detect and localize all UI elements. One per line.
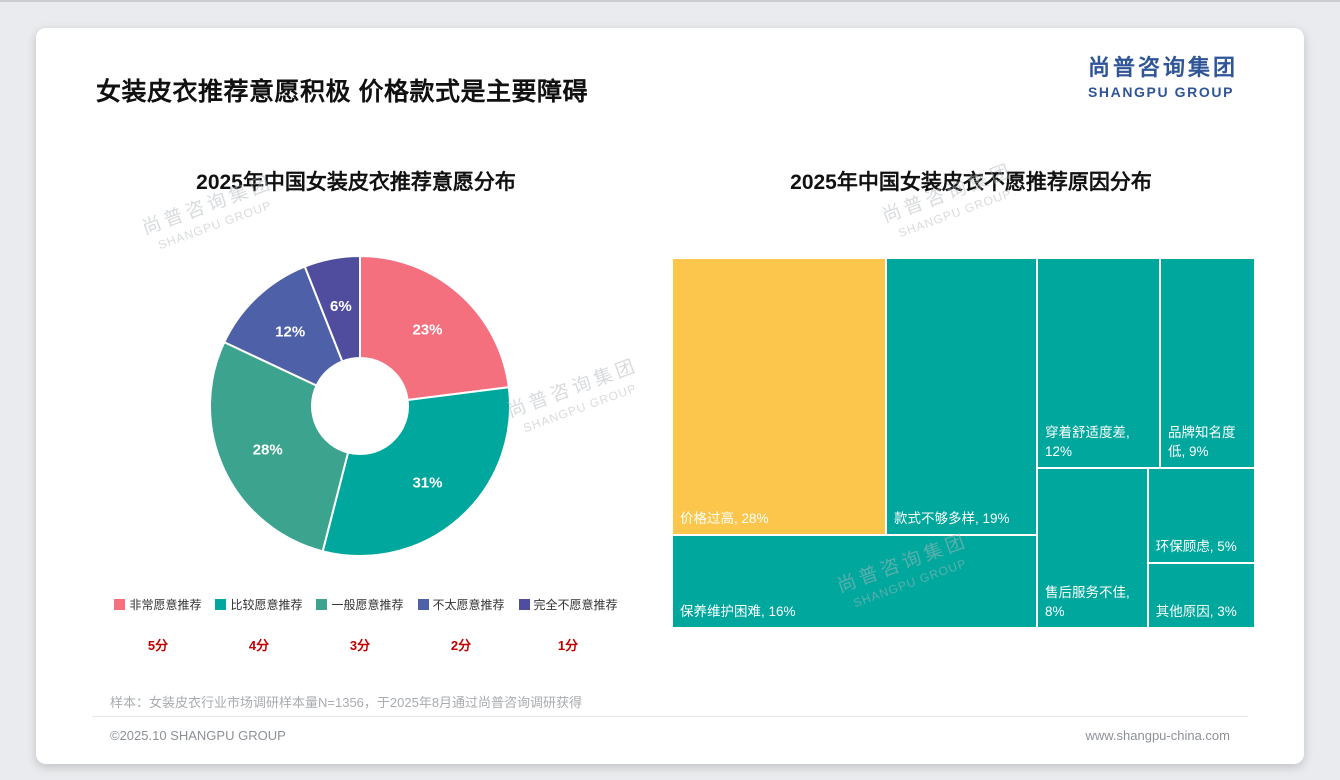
legend-label: 比较愿意推荐 [230, 598, 303, 612]
footer-copyright: ©2025.10 SHANGPU GROUP [110, 728, 286, 743]
legend-swatch [114, 599, 126, 610]
donut-chart: 23% 31% 28% 12% 6% [209, 254, 511, 557]
treemap-cell: 其他原因, 3% [1147, 563, 1255, 628]
footer-website: www.shangpu-china.com [1085, 728, 1230, 743]
legend-label: 完全不愿意推荐 [533, 598, 618, 612]
donut-legend: 非常愿意推荐 5分 比较愿意推荐 4分 一般愿意推荐 3分 不太愿意推荐 2分 完全不愿意推荐 1… [66, 596, 666, 654]
donut-slice [321, 386, 511, 557]
page-title: 女装皮衣推荐意愿积极 价格款式是主要障碍 [96, 78, 588, 106]
legend-swatch [417, 599, 429, 610]
page-top-edge [0, 0, 1340, 2]
legend-score: 1分 [557, 638, 579, 653]
treemap-cell: 款式不够多样, 19% [885, 258, 1037, 536]
donut-slice-value: 31% [412, 475, 442, 492]
treemap-cell: 穿着舒适度差, 12% [1036, 258, 1160, 469]
legend-item: 不太愿意推荐 2分 [417, 596, 505, 654]
donut-chart-title: 2025年中国女装皮衣推荐意愿分布 [196, 171, 516, 194]
donut-slice-value: 6% [330, 298, 352, 315]
legend-score: 2分 [450, 638, 472, 653]
treemap-cell: 环保顾虑, 5% [1147, 468, 1255, 564]
legend-label: 一般愿意推荐 [331, 598, 404, 612]
legend-score: 4分 [248, 638, 270, 653]
logo-en-text: SHANGPU GROUP [1087, 84, 1235, 100]
donut-slice [222, 265, 344, 387]
treemap-cell-label: 价格过高, 28% [680, 511, 769, 527]
legend-label: 非常愿意推荐 [129, 598, 202, 612]
donut-slice [209, 340, 350, 553]
donut-slice [303, 254, 361, 363]
slide-card: 尚普咨询集团 SHANGPU GROUP 尚普咨询集团 SHANGPU GROU… [36, 28, 1304, 764]
donut-slice-value: 23% [412, 321, 442, 338]
watermark-cn: 尚普咨询集团 [504, 355, 642, 423]
treemap-cell: 品牌知名度低, 9% [1159, 258, 1255, 469]
treemap-cell-label: 穿着舒适度差, 12% [1044, 425, 1130, 460]
treemap-cell-label: 款式不够多样, 19% [893, 511, 1010, 527]
legend-swatch [316, 599, 328, 610]
treemap-chart: 价格过高, 28% 款式不够多样, 19% 保养维护困难, 16% 穿着舒适度差, 1… [672, 258, 1255, 628]
sample-footnote: 样本：女装皮衣行业市场调研样本量N=1356，于2025年8月通过尚普咨询调研获… [110, 695, 583, 710]
legend-swatch [518, 599, 530, 610]
treemap-cell-label: 保养维护困难, 16% [680, 604, 796, 620]
legend-item: 比较愿意推荐 4分 [215, 596, 302, 654]
treemap-chart-title: 2025年中国女装皮衣不愿推荐原因分布 [790, 171, 1152, 194]
donut-slice-value: 12% [275, 324, 305, 341]
watermark-en: SHANGPU GROUP [521, 381, 639, 436]
treemap-cell: 价格过高, 28% [672, 258, 886, 536]
treemap-cell-label: 品牌知名度低, 9% [1167, 425, 1236, 460]
company-logo: 尚普咨询集团 SHANGPU GROUP [1088, 50, 1238, 100]
legend-item: 一般愿意推荐 3分 [316, 596, 404, 654]
treemap-cell-label: 售后服务不佳, 8% [1044, 585, 1130, 620]
watermark: 尚普咨询集团 SHANGPU GROUP [503, 351, 647, 439]
treemap-cell-label: 环保顾虑, 5% [1155, 539, 1237, 555]
treemap-cell: 保养维护困难, 16% [672, 535, 1037, 628]
legend-score: 5分 [147, 638, 169, 653]
legend-item: 完全不愿意推荐 1分 [518, 596, 618, 654]
donut-slice [359, 254, 510, 402]
footer-divider [92, 716, 1248, 717]
treemap-cell: 售后服务不佳, 8% [1036, 468, 1148, 628]
logo-cn-text: 尚普咨询集团 [1087, 55, 1238, 80]
treemap-cell-label: 其他原因, 3% [1155, 604, 1237, 620]
donut-slice-value: 28% [253, 441, 283, 458]
legend-item: 非常愿意推荐 5分 [114, 596, 201, 654]
legend-swatch [215, 599, 227, 610]
legend-score: 3分 [349, 638, 371, 653]
legend-label: 不太愿意推荐 [432, 598, 505, 612]
